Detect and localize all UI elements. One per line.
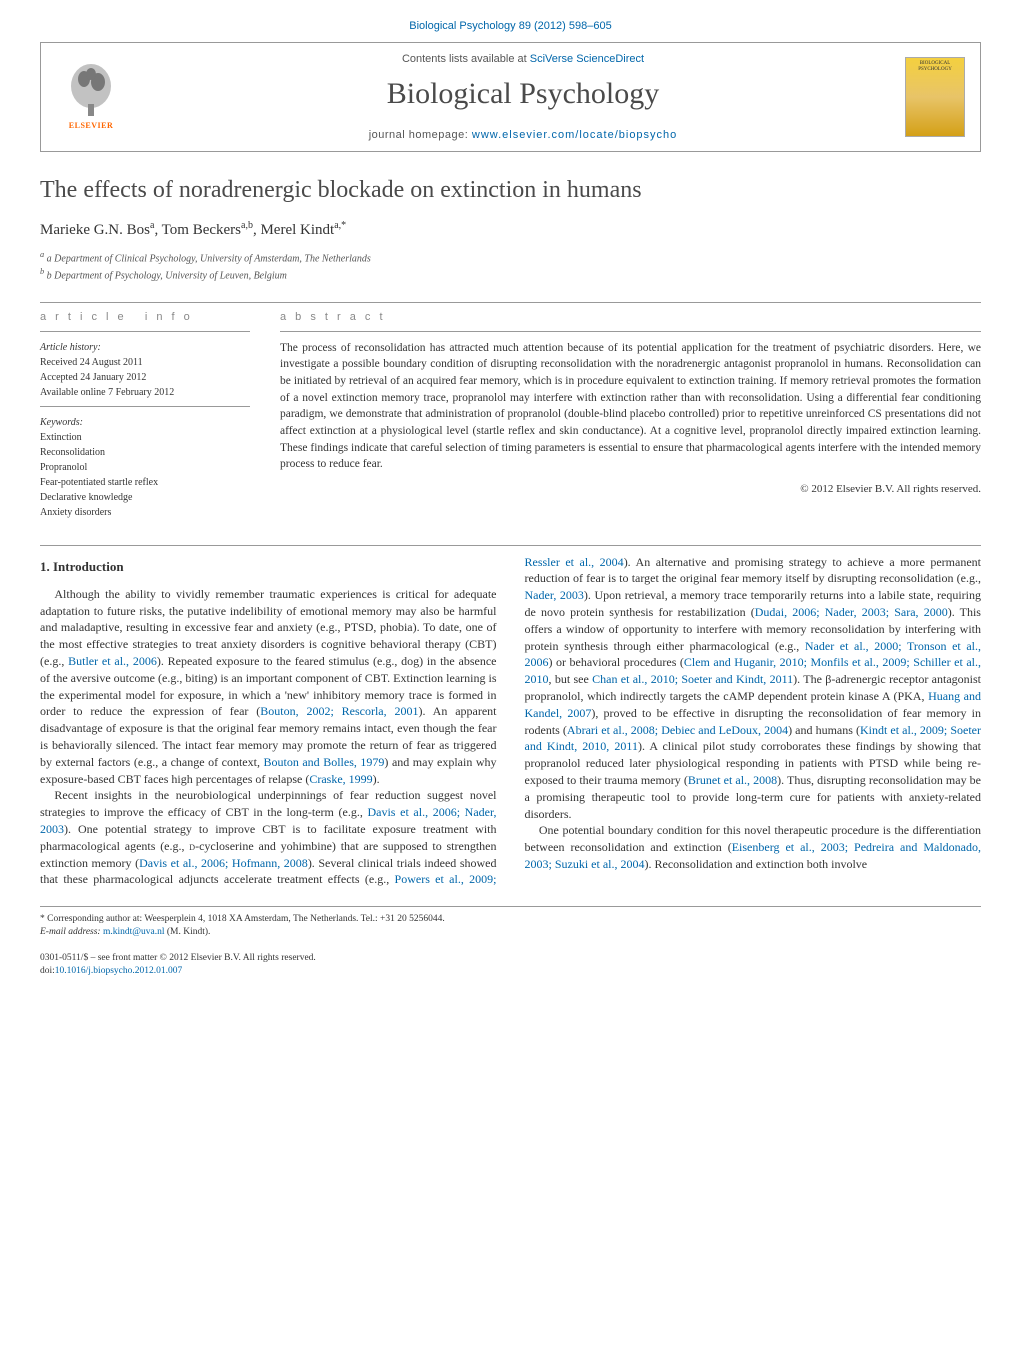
homepage-link[interactable]: www.elsevier.com/locate/biopsycho [472,129,677,141]
online-date: Available online 7 February 2012 [40,387,174,398]
abstract-text: The process of reconsolidation has attra… [280,340,981,473]
keyword-5: Declarative knowledge [40,492,132,503]
cite-brunet[interactable]: Brunet et al., 2008 [688,773,777,787]
affiliation-b: b b Department of Psychology, University… [40,266,981,283]
body-para-3: One potential boundary condition for thi… [525,822,982,872]
cite-dudai-et-al[interactable]: Dudai, 2006; Nader, 2003; Sara, 2000 [755,605,948,619]
doi-link[interactable]: 10.1016/j.biopsycho.2012.01.007 [55,966,182,976]
divider-bottom [40,545,981,546]
section-1-heading: 1. Introduction [40,558,497,576]
article-info-heading: a r t i c l e i n f o [40,311,250,323]
contents-prefix: Contents lists available at [402,53,530,65]
header-center: Contents lists available at SciVerse Sci… [141,53,905,141]
cite-huang-kandel[interactable]: Huang and Kandel, 2007 [525,689,982,720]
author-1: Marieke G.N. Bos [40,222,150,238]
info-divider-1 [40,331,250,332]
corr-address: Weesperplein 4, 1018 XA Amsterdam, The N… [144,914,444,924]
journal-cover-thumbnail: BIOLOGICAL PSYCHOLOGY [905,57,965,137]
author-list: Marieke G.N. Bosa, Tom Beckersa,b, Merel… [40,220,981,239]
sciencedirect-link[interactable]: SciVerse ScienceDirect [530,53,644,65]
affiliation-a: a a Department of Clinical Psychology, U… [40,249,981,266]
article-info-column: a r t i c l e i n f o Article history: R… [40,311,250,520]
cite-davis-hofmann[interactable]: Davis et al., 2006; Hofmann, 2008 [139,856,308,870]
abstract-column: a b s t r a c t The process of reconsoli… [280,311,981,520]
abstract-copyright: © 2012 Elsevier B.V. All rights reserved… [280,483,981,495]
contents-lists-line: Contents lists available at SciVerse Sci… [141,53,905,65]
keywords-label: Keywords: [40,417,83,428]
keyword-3: Propranolol [40,462,87,473]
email-link[interactable]: m.kindt@uva.nl [103,927,165,937]
email-line: E-mail address: m.kindt@uva.nl (M. Kindt… [40,927,210,937]
accepted-date: Accepted 24 January 2012 [40,372,146,383]
footer-copyright: 0301-0511/$ – see front matter © 2012 El… [40,952,981,979]
journal-header: ELSEVIER Contents lists available at Sci… [40,42,981,152]
cite-davis-nader[interactable]: Davis et al., 2006; Nader, 2003 [40,805,497,836]
received-date: Received 24 August 2011 [40,357,143,368]
cite-craske[interactable]: Craske, 1999 [309,772,372,786]
running-head: Biological Psychology 89 (2012) 598–605 [40,20,981,32]
divider-top [40,302,981,303]
email-name: (M. Kindt). [165,927,211,937]
affiliation-a-text: a Department of Clinical Psychology, Uni… [47,253,371,264]
cite-abrari-debiec[interactable]: Abrari et al., 2008; Debiec and LeDoux, … [567,723,788,737]
keywords-block: Keywords: Extinction Reconsolidation Pro… [40,415,250,520]
keyword-2: Reconsolidation [40,447,105,458]
issn-line: 0301-0511/$ – see front matter © 2012 El… [40,952,981,965]
elsevier-wordmark: ELSEVIER [69,121,113,130]
doi-line: doi:10.1016/j.biopsycho.2012.01.007 [40,965,981,978]
info-abstract-container: a r t i c l e i n f o Article history: R… [40,311,981,520]
author-1-affil: a [150,220,154,231]
homepage-line: journal homepage: www.elsevier.com/locat… [141,129,905,141]
elsevier-logo: ELSEVIER [56,57,126,137]
info-divider-2 [40,406,250,407]
cite-bouton-bolles[interactable]: Bouton and Bolles, 1979 [263,755,384,769]
author-2-affil: a,b [241,220,253,231]
author-3-affil: a,* [334,220,346,231]
corresponding-author: * Corresponding author at: Weesperplein … [40,913,981,926]
article-history: Article history: Received 24 August 2011… [40,340,250,400]
elsevier-tree-icon [66,64,116,119]
author-2: Tom Beckers [162,222,241,238]
keyword-6: Anxiety disorders [40,507,111,518]
article-title: The effects of noradrenergic blockade on… [40,177,981,204]
corr-label: * Corresponding author at: [40,914,144,924]
cite-nader[interactable]: Nader, 2003 [525,588,584,602]
body-para-1: Although the ability to vividly remember… [40,586,497,788]
doi-label: doi: [40,966,55,976]
article-body: 1. Introduction Although the ability to … [40,554,981,889]
cover-title-text: BIOLOGICAL PSYCHOLOGY [906,58,964,72]
cite-butler[interactable]: Butler et al., 2006 [68,654,157,668]
email-label: E-mail address: [40,927,103,937]
footer-block: * Corresponding author at: Weesperplein … [40,906,981,978]
abstract-heading: a b s t r a c t [280,311,981,323]
cite-bouton-rescorla[interactable]: Bouton, 2002; Rescorla, 2001 [260,704,418,718]
affiliation-b-text: b Department of Psychology, University o… [47,271,287,282]
homepage-prefix: journal homepage: [369,129,472,141]
keyword-1: Extinction [40,432,82,443]
cite-eisenberg-et-al[interactable]: Eisenberg et al., 2003; Pedreira and Mal… [525,840,981,871]
author-3: Merel Kindt [260,222,334,238]
cite-chan-soeter[interactable]: Chan et al., 2010; Soeter and Kindt, 201… [592,672,793,686]
keyword-4: Fear-potentiated startle reflex [40,477,158,488]
journal-name: Biological Psychology [141,77,905,111]
affiliations: a a Department of Clinical Psychology, U… [40,249,981,284]
history-label: Article history: [40,342,101,353]
abstract-divider [280,331,981,332]
